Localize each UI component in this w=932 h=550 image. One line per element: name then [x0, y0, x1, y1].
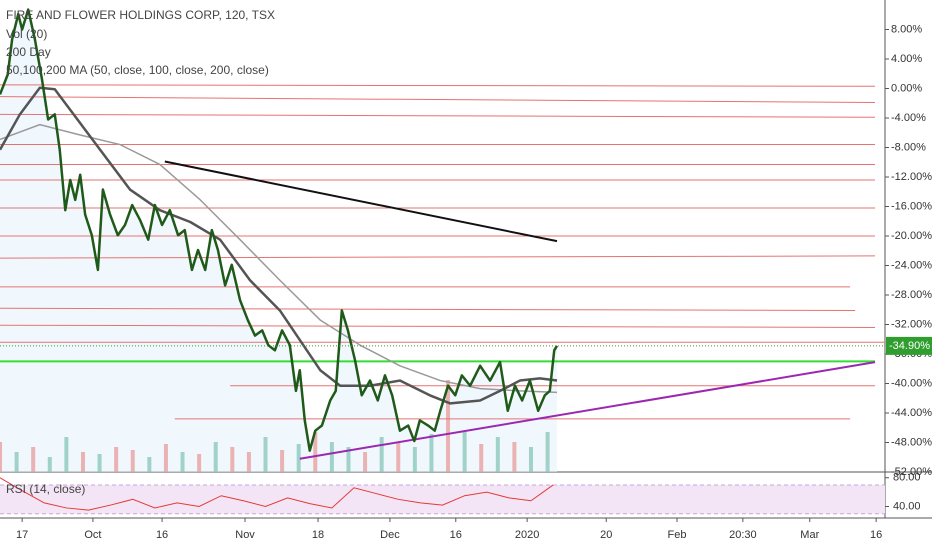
volume-bar	[230, 447, 235, 472]
x-tick-label: Nov	[235, 529, 255, 541]
volume-bar	[246, 452, 251, 472]
y-tick-label: 4.00%	[891, 53, 922, 65]
indicator-label: Vol (20)	[6, 27, 47, 41]
volume-bar	[163, 444, 168, 472]
volume-bar	[197, 454, 202, 472]
x-tick-label: 18	[312, 529, 324, 541]
volume-bar	[114, 447, 119, 472]
volume-bar	[180, 452, 185, 472]
y-tick-label: -32.00%	[891, 318, 932, 330]
y-tick-label: -48.00%	[891, 436, 932, 448]
drawing-line	[299, 361, 876, 460]
volume-bar	[296, 444, 301, 472]
y-tick-label: 8.00%	[891, 23, 922, 35]
y-tick-label: -4.00%	[891, 112, 926, 124]
volume-bar	[80, 452, 85, 472]
rsi-band	[0, 484, 885, 514]
x-tick-label: 20:30	[729, 529, 757, 541]
y-tick-label: -52.00%	[891, 466, 932, 478]
drawing-line	[0, 324, 876, 328]
drawing-line	[0, 113, 876, 118]
x-tick-label: Mar	[800, 529, 819, 541]
volume-bar	[363, 452, 368, 472]
x-tick-label: Feb	[668, 529, 687, 541]
last-price-label: -34.90%	[889, 340, 930, 352]
volume-bar	[346, 447, 351, 472]
y-tick-label: -16.00%	[891, 200, 932, 212]
drawing-line	[0, 307, 856, 311]
drawing-line	[0, 84, 876, 87]
drawing-line	[0, 96, 876, 104]
y-tick-label: -8.00%	[891, 141, 926, 153]
y-tick-label: -12.00%	[891, 171, 932, 183]
volume-bar	[130, 450, 135, 472]
rsi-y-tick-label: 80.00	[893, 472, 921, 484]
volume-bar	[47, 457, 52, 472]
series-line	[0, 86, 558, 405]
indicator-label: 200 Day	[6, 45, 51, 59]
x-tick-label: 20	[600, 529, 612, 541]
chart-title: FIRE AND FLOWER HOLDINGS CORP, 120, TSX	[6, 8, 275, 22]
y-tick-label: 0.00%	[891, 82, 922, 94]
x-tick-label: Oct	[84, 529, 101, 541]
volume-bar	[512, 442, 517, 472]
volume-bar	[379, 437, 384, 472]
volume-bar	[31, 447, 36, 472]
y-tick-label: -28.00%	[891, 289, 932, 301]
drawing-line	[0, 255, 876, 259]
volume-bar	[147, 457, 152, 472]
drawing-line	[164, 160, 558, 243]
series-line	[0, 123, 558, 394]
volume-bar	[446, 380, 451, 472]
x-tick-label: Dec	[380, 529, 400, 541]
x-tick-label: 16	[450, 529, 462, 541]
x-tick-label: 16	[870, 529, 882, 541]
last-price-box	[886, 336, 932, 355]
marks: 8.00% 4.00% 0.00% -4.00% -8.00% -12.00% -16.00…	[0, 8, 932, 541]
indicator-label: 50,100,200 MA (50, close, 100, close, 20…	[6, 63, 269, 77]
volume-bar	[396, 442, 401, 472]
x-tick-label: 2020	[515, 529, 539, 541]
volume-bar	[329, 442, 334, 472]
volume-bar	[313, 432, 318, 472]
volume-bar	[412, 447, 417, 472]
volume-bar	[263, 437, 268, 472]
volume-bar	[545, 432, 550, 472]
x-tick-label: 17	[16, 529, 28, 541]
y-tick-label: -40.00%	[891, 377, 932, 389]
x-tick-label: 16	[156, 529, 168, 541]
y-tick-label: -44.00%	[891, 407, 932, 419]
rsi-title: RSI (14, close)	[6, 482, 85, 496]
volume-bar	[0, 442, 2, 472]
volume-bar	[529, 447, 533, 472]
volume-bar	[429, 434, 434, 472]
volume-bar	[280, 450, 285, 472]
volume-bar	[64, 437, 69, 472]
volume-bar	[97, 454, 102, 472]
volume-bar	[213, 442, 218, 472]
volume-bar	[495, 437, 500, 472]
volume-bar	[479, 444, 484, 472]
rsi-y-tick-label: 40.00	[893, 500, 921, 512]
price-area	[0, 9, 557, 473]
rsi-line	[0, 477, 554, 511]
volume-bar	[14, 452, 19, 472]
y-tick-label: -24.00%	[891, 259, 932, 271]
series-line	[0, 8, 559, 452]
y-tick-label: -20.00%	[891, 230, 932, 242]
volume-bar	[462, 432, 467, 472]
